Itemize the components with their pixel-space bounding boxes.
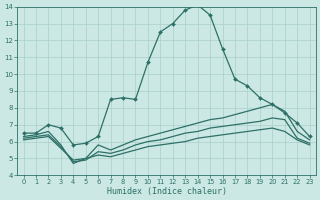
X-axis label: Humidex (Indice chaleur): Humidex (Indice chaleur) xyxy=(107,187,227,196)
